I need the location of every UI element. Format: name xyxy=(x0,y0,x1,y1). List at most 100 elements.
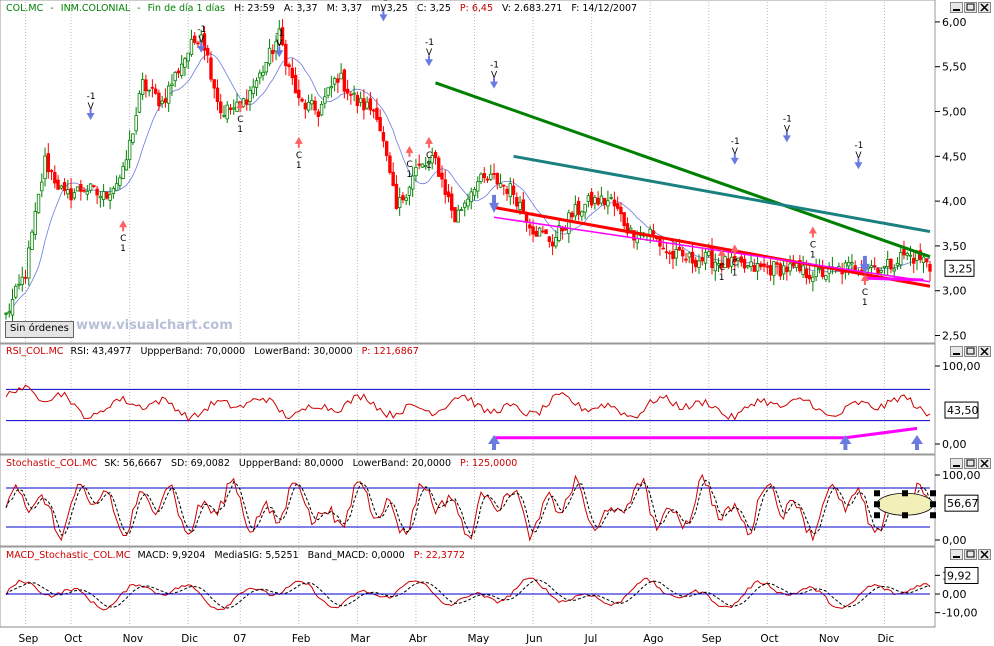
sell-marker-v: V xyxy=(732,147,739,157)
candle-body xyxy=(36,193,41,214)
candle-body xyxy=(889,258,893,270)
stoch-maximize-button[interactable] xyxy=(964,458,977,469)
candle-body xyxy=(661,247,665,250)
candle-body xyxy=(872,265,877,268)
buy-arrow xyxy=(119,220,128,232)
hdr-symbol: COL.MC xyxy=(6,3,44,14)
candle-body xyxy=(557,225,561,241)
hdr-date: F: 14/12/2007 xyxy=(571,3,637,14)
candle-body xyxy=(140,79,145,95)
buy-marker-1: 1 xyxy=(296,161,302,171)
candle-body xyxy=(632,230,636,241)
macd-value: MACD: 9,9204 xyxy=(137,550,205,561)
candle-body xyxy=(879,269,883,273)
candle-body xyxy=(681,249,685,257)
candle-body xyxy=(612,199,617,207)
stoch-minimize-button[interactable] xyxy=(950,458,963,469)
candle-body xyxy=(515,197,519,207)
candle-body xyxy=(437,157,441,177)
candle-body xyxy=(697,260,701,269)
candle-body xyxy=(88,183,93,191)
sell-marker-v: V xyxy=(784,124,791,134)
candle-body xyxy=(254,80,259,88)
candle-body xyxy=(258,72,262,79)
buy-marker-c: C xyxy=(237,115,243,125)
candle-body xyxy=(720,262,724,269)
rsi-p: P: 121,6867 xyxy=(362,346,419,357)
buy-marker-c: C xyxy=(296,151,302,161)
rsi-maximize-button[interactable] xyxy=(964,346,977,357)
stoch-close-button[interactable] xyxy=(978,458,991,469)
time-axis: Sep Oct Nov Dic 07 Feb Mar Abr May Jun Jul Ago Sep Oc… xyxy=(0,626,935,645)
candle-body xyxy=(105,191,109,199)
rsi-close-button[interactable] xyxy=(978,346,991,357)
macd-maximize-button[interactable] xyxy=(964,549,977,560)
candle-body xyxy=(56,179,60,190)
close-button[interactable] xyxy=(978,2,991,13)
rsi-signal-arrow xyxy=(488,435,501,450)
buy-marker-c: C xyxy=(120,234,126,244)
sell-marker-label: -1 xyxy=(197,25,206,35)
stoch-upper: UppperBand: 80,0000 xyxy=(239,458,344,469)
candle-body xyxy=(75,186,80,192)
candle-body xyxy=(134,115,138,132)
candle-body xyxy=(384,141,389,156)
candle-body xyxy=(326,87,330,96)
candle-body xyxy=(762,263,766,267)
macd-header: MACD_Stochastic_COL.MC MACD: 9,9204 Medi… xyxy=(6,550,465,561)
last-price-label: 3,25 xyxy=(948,262,973,275)
price-tick-label: 4,50 xyxy=(942,150,967,163)
macd-close-button[interactable] xyxy=(978,549,991,560)
hdr-name: INM.COLONIAL xyxy=(61,3,131,14)
candle-body xyxy=(349,93,353,96)
candle-body xyxy=(846,261,851,267)
price-tick-label: 5,50 xyxy=(942,61,967,74)
candle-body xyxy=(573,204,578,217)
stoch-sd: SD: 69,0082 xyxy=(171,458,230,469)
candle-body xyxy=(397,197,402,208)
candle-body xyxy=(811,276,815,283)
candle-body xyxy=(668,252,672,255)
sell-arrow xyxy=(86,108,95,120)
signal-arrow xyxy=(859,255,870,274)
candle-body xyxy=(303,102,308,110)
candle-body xyxy=(46,153,50,173)
candle-body xyxy=(287,64,291,68)
candle-body xyxy=(567,212,571,234)
candle-body xyxy=(759,263,763,268)
buy-marker-1: 1 xyxy=(120,244,126,254)
candle-body xyxy=(264,62,268,73)
rsi-name: RSI_COL.MC xyxy=(6,346,64,357)
rsi-minimize-button[interactable] xyxy=(950,346,963,357)
candle-body xyxy=(79,184,83,192)
macd-band: Band_MACD: 0,0000 xyxy=(308,550,405,561)
sin-ordenes-button[interactable]: Sin órdenes xyxy=(5,321,74,338)
macd-minimize-button[interactable] xyxy=(950,549,963,560)
buy-marker-c: C xyxy=(406,160,412,170)
price-tick-label: 6,00 xyxy=(942,16,967,29)
candle-body xyxy=(245,99,249,105)
candle-body xyxy=(362,98,366,111)
maximize-button[interactable] xyxy=(964,2,977,13)
candle-body xyxy=(410,175,415,190)
candle-body xyxy=(850,262,854,265)
candle-body xyxy=(703,251,708,264)
candle-body xyxy=(219,101,223,114)
rsi-divergence-line-2 xyxy=(845,426,918,440)
stochastic-plot: 100,00 0,00 56,67 xyxy=(5,469,981,547)
candle-body xyxy=(101,191,106,200)
candle-body xyxy=(14,285,18,298)
candle-body xyxy=(66,189,70,195)
candle-body xyxy=(713,261,717,272)
candle-body xyxy=(583,203,587,213)
candle-body xyxy=(677,246,682,251)
candle-body xyxy=(726,258,730,268)
candle-body xyxy=(651,230,656,235)
buy-marker-1: 1 xyxy=(237,125,243,135)
month-label: 07 xyxy=(233,633,246,645)
month-label: Nov xyxy=(819,633,840,645)
sell-marker-label: -1 xyxy=(783,114,792,124)
candle-body xyxy=(788,263,792,272)
minimize-button[interactable] xyxy=(950,2,963,13)
sell-arrow xyxy=(490,77,499,89)
